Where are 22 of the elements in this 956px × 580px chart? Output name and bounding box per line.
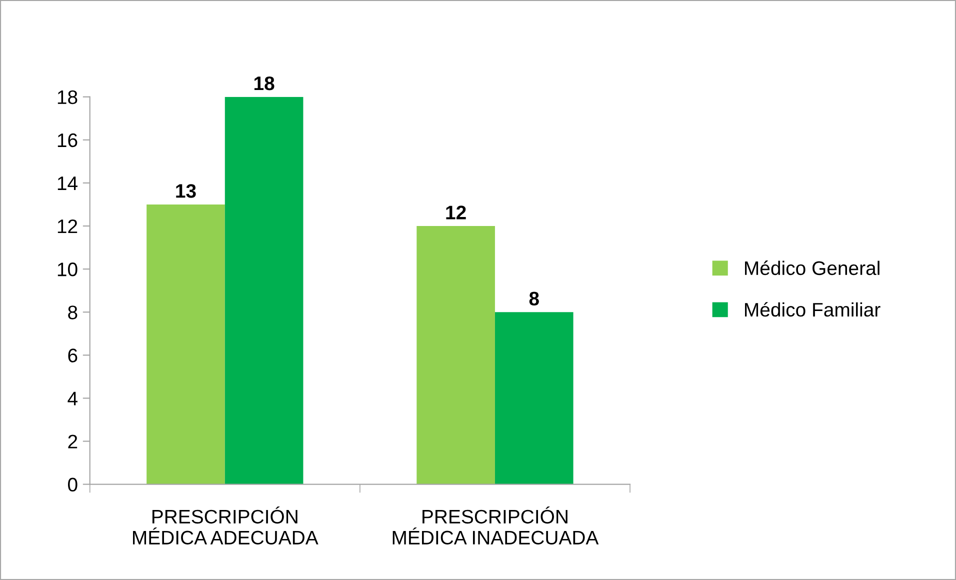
bar [494, 312, 574, 484]
y-tick-label: 12 [58, 219, 78, 234]
data-label: 8 [529, 292, 539, 306]
y-tick-label: 10 [58, 262, 78, 276]
y-tick-label: 8 [68, 306, 78, 320]
bar [146, 204, 225, 484]
legend-label: Médico Familiar [745, 302, 880, 317]
y-tick-label: 6 [68, 348, 78, 362]
bar [416, 226, 495, 484]
y-tick-label: 18 [58, 90, 78, 104]
y-tick-label: 4 [68, 392, 78, 406]
bar [224, 96, 304, 484]
data-label: 12 [446, 206, 466, 220]
y-tick-label: 16 [58, 133, 78, 148]
x-tick-label: PRESCRIPCIÓN MÉDICA ADECUADA [133, 506, 318, 545]
data-label: 13 [176, 184, 196, 198]
y-tick-label: 14 [58, 176, 78, 190]
y-tick-label: 0 [68, 478, 78, 492]
data-label: 18 [254, 76, 274, 90]
x-tick-label: PRESCRIPCIÓN MÉDICA INADECUADA [392, 506, 599, 545]
legend-label: Médico General [745, 260, 880, 276]
y-tick-label: 2 [68, 434, 78, 448]
